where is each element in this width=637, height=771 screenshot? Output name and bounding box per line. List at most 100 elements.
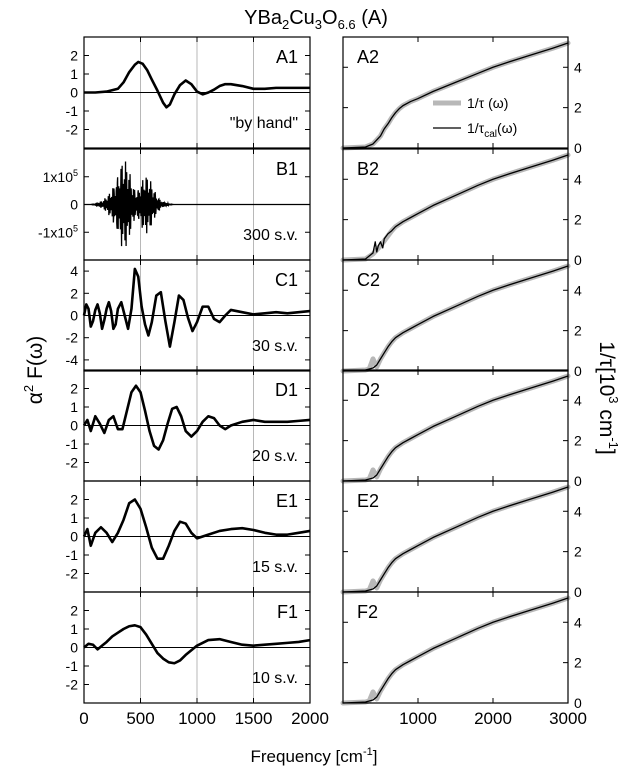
x-tick-label: 1500 bbox=[235, 709, 273, 728]
legend-label-measured: 1/τ (ω) bbox=[467, 95, 508, 111]
y-tick-label: 2 bbox=[574, 433, 582, 449]
y-tick-label: 1 bbox=[70, 510, 78, 526]
y-tick-label: -2 bbox=[66, 122, 79, 138]
y-tick-label: 1 bbox=[70, 399, 78, 415]
y-tick-label: 4 bbox=[574, 614, 582, 630]
panel-A1: -2 -1 0 1 2 A1 "by hand" bbox=[66, 36, 311, 149]
panel-C1: -4 -2 0 2 4 C1 30 s.v. bbox=[66, 259, 311, 372]
y-tick-label: 0 bbox=[70, 85, 78, 101]
panel-D1: -2 -1 0 1 2 D1 20 s.v. bbox=[66, 369, 311, 482]
data-line bbox=[82, 384, 311, 451]
panel-label: E1 bbox=[276, 491, 298, 511]
y-tick-label: 2 bbox=[70, 492, 78, 508]
y-tick-label: 2 bbox=[70, 603, 78, 619]
panel-E1: -2 -1 0 1 2 E1 15 s.v. bbox=[66, 480, 311, 593]
panel-label: D1 bbox=[275, 380, 298, 400]
calculated-line bbox=[342, 265, 569, 372]
y-tick-label: -1 bbox=[66, 103, 79, 119]
panel-annotation: "by hand" bbox=[230, 115, 298, 132]
panel-annotation: 20 s.v. bbox=[252, 448, 298, 465]
y-tick-label: 0 bbox=[574, 695, 582, 711]
y-tick-label: 0 bbox=[574, 584, 582, 600]
x-tick-label: 500 bbox=[126, 709, 154, 728]
figure-title: YBa2Cu3O6.6 (A) bbox=[244, 7, 388, 32]
x-tick-label: 2000 bbox=[474, 709, 512, 728]
left-y-axis-label: α2 F(ω) bbox=[21, 336, 47, 404]
panel-label: E2 bbox=[357, 491, 379, 511]
panel-label: F2 bbox=[357, 602, 378, 622]
panel-annotation: 30 s.v. bbox=[252, 338, 298, 355]
panel-label: D2 bbox=[357, 380, 380, 400]
y-tick-label: 2 bbox=[70, 48, 78, 64]
y-tick-label: 2 bbox=[574, 212, 582, 228]
panel-annotation: 15 s.v. bbox=[252, 559, 298, 576]
data-line bbox=[82, 498, 311, 560]
panel-label: C1 bbox=[275, 270, 298, 290]
y-tick-label: 4 bbox=[574, 59, 582, 75]
panel-A2: 0 2 4 A2 1/τ (ω) 1/τcal(ω) bbox=[340, 36, 582, 156]
y-tick-label: -2 bbox=[66, 566, 79, 582]
panel-frame bbox=[83, 591, 311, 704]
calculated-line bbox=[342, 486, 569, 593]
y-tick-label: 0 bbox=[574, 473, 582, 489]
calculated-line bbox=[342, 42, 569, 149]
panel-label: A1 bbox=[276, 47, 298, 67]
x-tick-label: 1000 bbox=[178, 709, 216, 728]
x-tick-label: 2000 bbox=[291, 709, 329, 728]
panel-D2: 0 2 4 D2 bbox=[340, 369, 582, 489]
panel-F1: -2 -1 0 1 2 F1 10 s.v. 0 500 1000 1500 2000 bbox=[66, 591, 329, 728]
panel-B1: -1x105 0 1x105 B1 300 s.v. bbox=[38, 148, 311, 261]
panel-F2: 0 2 4 F2 1000 2000 3000 bbox=[340, 591, 587, 728]
y-tick-label: -4 bbox=[66, 352, 79, 368]
x-tick-label: 1000 bbox=[399, 709, 437, 728]
y-tick-label: 0 bbox=[70, 197, 78, 213]
panels: -2 -1 0 1 2 A1 "by hand" -1x105 0 1x105 B1 300 s.v.… bbox=[38, 36, 587, 728]
x-tick-label: 0 bbox=[79, 709, 88, 728]
panel-annotation: 300 s.v. bbox=[243, 227, 298, 244]
y-tick-label: 0 bbox=[574, 252, 582, 268]
data-line bbox=[82, 267, 311, 348]
right-y-axis-label: 1/τ[103 cm-1] bbox=[595, 341, 621, 454]
panel-frame bbox=[342, 36, 569, 149]
x-tick-label: 3000 bbox=[549, 709, 587, 728]
x-axis-label: Frequency [cm-1] bbox=[251, 746, 378, 766]
y-tick-label: -1 bbox=[66, 658, 79, 674]
y-tick-label: 2 bbox=[70, 285, 78, 301]
panel-label: C2 bbox=[357, 270, 380, 290]
legend-label-calculated: 1/τcal(ω) bbox=[467, 120, 517, 140]
calculated-line bbox=[342, 375, 569, 482]
y-tick-label: 2 bbox=[574, 323, 582, 339]
panel-label: F1 bbox=[277, 602, 298, 622]
panel-label: B2 bbox=[357, 159, 379, 179]
panel-annotation: 10 s.v. bbox=[252, 670, 298, 687]
data-line bbox=[84, 60, 310, 109]
y-tick-label: -1 bbox=[66, 436, 79, 452]
y-tick-label: 0 bbox=[574, 363, 582, 379]
y-tick-label: 4 bbox=[70, 263, 78, 279]
calculated-line bbox=[342, 154, 569, 261]
y-tick-label: 0 bbox=[70, 529, 78, 545]
y-tick-label: 2 bbox=[574, 544, 582, 560]
y-tick-label: 2 bbox=[574, 655, 582, 671]
y-tick-label: -1 bbox=[66, 547, 79, 563]
y-tick-label: 1 bbox=[70, 621, 78, 637]
calculated-line bbox=[342, 597, 569, 704]
y-tick-label: 0 bbox=[70, 418, 78, 434]
panel-B2: 0 2 4 B2 bbox=[340, 148, 582, 268]
panel-E2: 0 2 4 E2 bbox=[340, 480, 582, 600]
panel-frame bbox=[83, 36, 311, 149]
y-tick-label: -2 bbox=[66, 455, 79, 471]
y-tick-label: -2 bbox=[66, 677, 79, 693]
y-tick-label: 0 bbox=[574, 140, 582, 156]
y-tick-label: -2 bbox=[66, 330, 79, 346]
y-tick-label: 4 bbox=[574, 171, 582, 187]
y-tick-label: 0 bbox=[70, 640, 78, 656]
y-tick-label: 4 bbox=[574, 282, 582, 298]
y-tick-label: 4 bbox=[574, 503, 582, 519]
y-tick-label: 1x105 bbox=[43, 168, 78, 185]
data-line bbox=[84, 161, 310, 247]
panel-label: B1 bbox=[276, 159, 298, 179]
y-tick-label: 0 bbox=[70, 308, 78, 324]
panel-frame bbox=[342, 259, 569, 372]
